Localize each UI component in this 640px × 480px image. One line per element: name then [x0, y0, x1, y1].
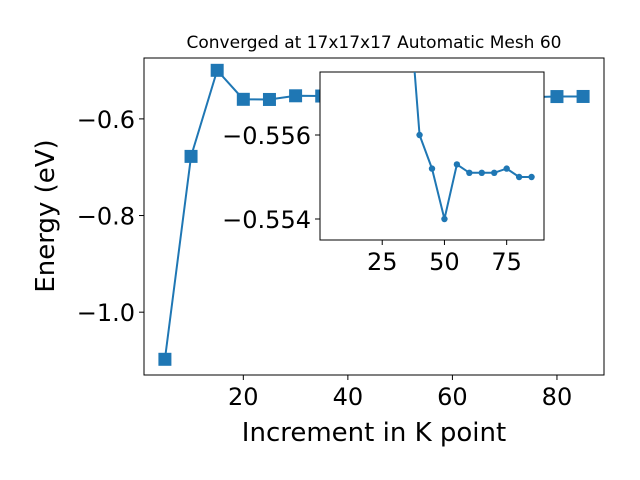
inset-x-tick-label: 75 [491, 248, 522, 276]
y-axis-label: Energy (eV) [31, 139, 61, 292]
main-y-tick-label: −0.8 [77, 203, 135, 231]
inset-x-tick-label: 25 [367, 248, 398, 276]
main-x-tick-label: 20 [228, 383, 259, 411]
inset-series [413, 72, 535, 223]
inset-data-point [503, 165, 510, 172]
inset-x-axis-ticks: 25 50 75 [367, 240, 522, 276]
inset-y-axis-ticks: −0.556 −0.554 [222, 122, 320, 234]
main-x-tick-label: 60 [437, 383, 468, 411]
main-x-axis-ticks: 20 40 60 80 [228, 375, 572, 411]
inset-y-tick-label: −0.556 [222, 122, 311, 150]
main-data-point [289, 89, 303, 103]
main-y-tick-label: −0.6 [77, 106, 135, 134]
main-x-tick-label: 80 [542, 383, 573, 411]
inset-data-point [428, 165, 436, 172]
x-axis-label: Increment in K point [242, 418, 506, 448]
inset-data-point [466, 169, 473, 176]
inset-data-point [528, 173, 535, 181]
main-data-point [236, 92, 250, 106]
inset-plot-frame [319, 71, 545, 241]
inset-data-point [515, 173, 523, 181]
inset-chart: 25 50 75 −0.556 −0.554 [222, 71, 545, 276]
main-data-point [550, 90, 564, 104]
main-y-axis-ticks: −1.0 −0.8 −0.6 [77, 106, 144, 327]
main-data-point [210, 63, 224, 77]
inset-data-point [441, 215, 448, 223]
chart-title: Converged at 17x17x17 Automatic Mesh 60 [187, 33, 562, 53]
main-data-point [158, 352, 172, 366]
inset-x-tick-label: 50 [429, 248, 460, 276]
main-data-point [184, 149, 198, 163]
inset-data-point [453, 161, 461, 168]
main-y-tick-label: −1.0 [77, 299, 135, 327]
inset-y-tick-label: −0.554 [222, 206, 311, 234]
inset-data-point [478, 169, 485, 176]
inset-data-point [491, 169, 498, 176]
inset-data-point [416, 131, 423, 139]
main-x-tick-label: 40 [333, 383, 364, 411]
main-data-point [576, 89, 590, 103]
main-data-point [262, 92, 276, 106]
